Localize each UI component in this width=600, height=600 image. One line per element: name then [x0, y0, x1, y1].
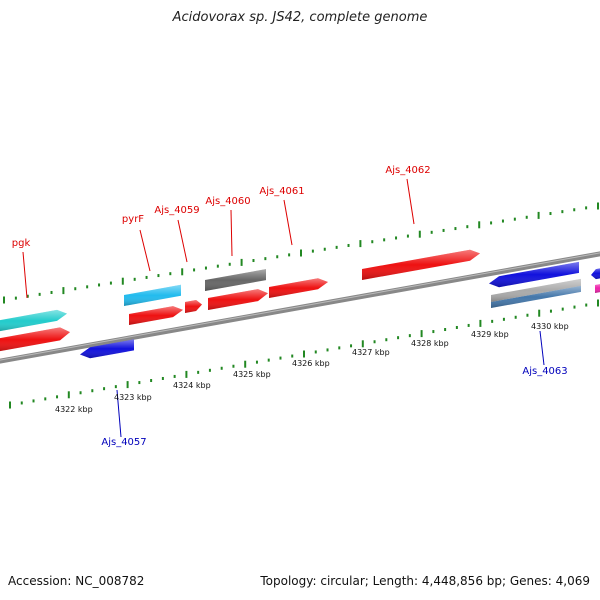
gene-shading [489, 261, 579, 288]
gene-shading [269, 278, 328, 298]
scale-label: 4330 kbp [531, 322, 569, 331]
leader-line [230, 209, 233, 257]
gene-Ajs-4059[interactable] [129, 306, 183, 325]
gene-shading [129, 306, 183, 325]
gene-shading [0, 327, 70, 352]
gene-pyrF[interactable] [124, 284, 181, 306]
gene-label[interactable]: Ajs_4057 [101, 437, 146, 448]
gene-magenta[interactable] [595, 283, 600, 293]
genome-summary: Topology: circular; Length: 4,448,856 bp… [260, 574, 590, 588]
gene-shading [80, 339, 134, 359]
scale-label: 4328 kbp [411, 339, 449, 348]
gene-label[interactable]: pyrF [122, 214, 144, 225]
reverse-tick-row [9, 299, 599, 409]
leader-line [139, 229, 151, 272]
leader-line [116, 389, 122, 438]
scale-label: 4325 kbp [233, 370, 271, 379]
gene-blue-3[interactable] [591, 268, 600, 280]
gene-shading [0, 309, 67, 332]
gene-silver[interactable] [491, 278, 581, 302]
backbone-highlight [0, 252, 600, 361]
backbone-line [0, 251, 600, 364]
gene-shading [595, 284, 600, 293]
gene-Ajs-4060[interactable] [205, 269, 266, 291]
gene-shading [185, 300, 202, 313]
gene-red-1[interactable] [0, 327, 70, 352]
scale-label: 4329 kbp [471, 330, 509, 339]
gene-shading [362, 249, 480, 280]
gene-small-red[interactable] [185, 300, 202, 313]
gene-Ajs-4061[interactable] [269, 278, 328, 298]
gene-shading [124, 284, 181, 306]
gene-label[interactable]: Ajs_4059 [154, 205, 199, 216]
scale-label: 4326 kbp [292, 359, 330, 368]
leader-line [539, 330, 545, 366]
gene-shading [205, 269, 266, 291]
forward-tick-row [3, 202, 599, 304]
gene-Ajs-4062[interactable] [362, 249, 480, 280]
accession-label: Accession: NC_008782 [8, 574, 145, 588]
gene-label[interactable]: pgk [12, 238, 31, 249]
scale-label: 4324 kbp [173, 381, 211, 390]
gene-steel[interactable] [491, 285, 581, 308]
scale-label: 4322 kbp [55, 405, 93, 414]
scale-label: 4323 kbp [114, 393, 152, 402]
gene-label[interactable]: Ajs_4062 [385, 165, 430, 176]
gene-shading [491, 278, 581, 302]
scale-label: 4327 kbp [352, 348, 390, 357]
leader-line [177, 219, 188, 263]
gene-label[interactable]: Ajs_4061 [259, 186, 304, 197]
gene-label[interactable]: Ajs_4060 [205, 196, 250, 207]
gene-blue-2[interactable] [489, 261, 579, 288]
leader-line [406, 178, 415, 225]
gene-red-2[interactable] [208, 289, 268, 310]
gene-shading [491, 285, 581, 308]
genome-title: Acidovorax sp. JS42, complete genome [172, 10, 428, 25]
leader-line [283, 199, 293, 246]
gene-Ajs-4057[interactable] [80, 339, 134, 359]
leader-line [22, 251, 28, 299]
gene-shading [208, 289, 268, 310]
gene-label[interactable]: Ajs_4063 [522, 366, 567, 377]
gene-pgk[interactable] [0, 309, 67, 332]
gene-shading [591, 268, 600, 280]
